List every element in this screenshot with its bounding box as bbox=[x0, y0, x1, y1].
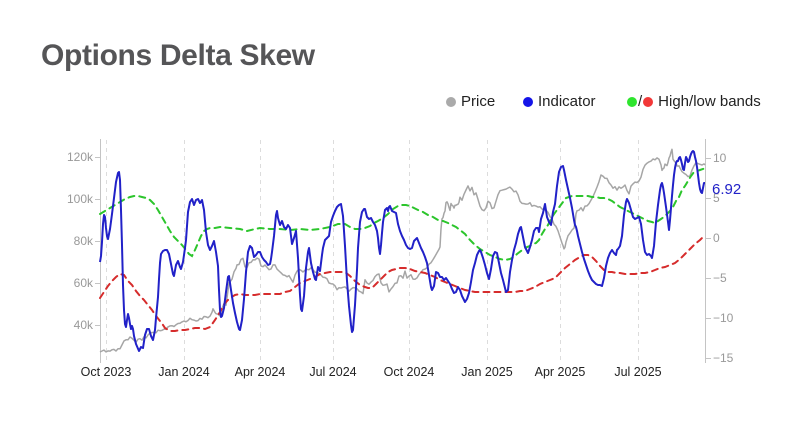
svg-text:Apr 2024: Apr 2024 bbox=[235, 365, 286, 379]
svg-text:−5: −5 bbox=[713, 271, 727, 285]
svg-text:Jan 2024: Jan 2024 bbox=[158, 365, 209, 379]
svg-text:Apr 2025: Apr 2025 bbox=[535, 365, 586, 379]
svg-text:10: 10 bbox=[713, 151, 727, 165]
svg-text:6.92: 6.92 bbox=[712, 181, 741, 198]
svg-text:Jul 2025: Jul 2025 bbox=[614, 365, 661, 379]
svg-text:Jul 2024: Jul 2024 bbox=[309, 365, 356, 379]
svg-text:−15: −15 bbox=[713, 351, 734, 365]
svg-text:60k: 60k bbox=[74, 276, 94, 290]
svg-text:Jan 2025: Jan 2025 bbox=[461, 365, 512, 379]
svg-text:Oct 2024: Oct 2024 bbox=[384, 365, 435, 379]
svg-text:5: 5 bbox=[713, 191, 720, 205]
svg-text:100k: 100k bbox=[67, 192, 94, 206]
svg-text:Oct 2023: Oct 2023 bbox=[81, 365, 132, 379]
svg-text:0: 0 bbox=[713, 231, 720, 245]
svg-text:80k: 80k bbox=[74, 234, 94, 248]
svg-text:−10: −10 bbox=[713, 311, 734, 325]
svg-text:120k: 120k bbox=[67, 150, 94, 164]
svg-text:40k: 40k bbox=[74, 318, 94, 332]
